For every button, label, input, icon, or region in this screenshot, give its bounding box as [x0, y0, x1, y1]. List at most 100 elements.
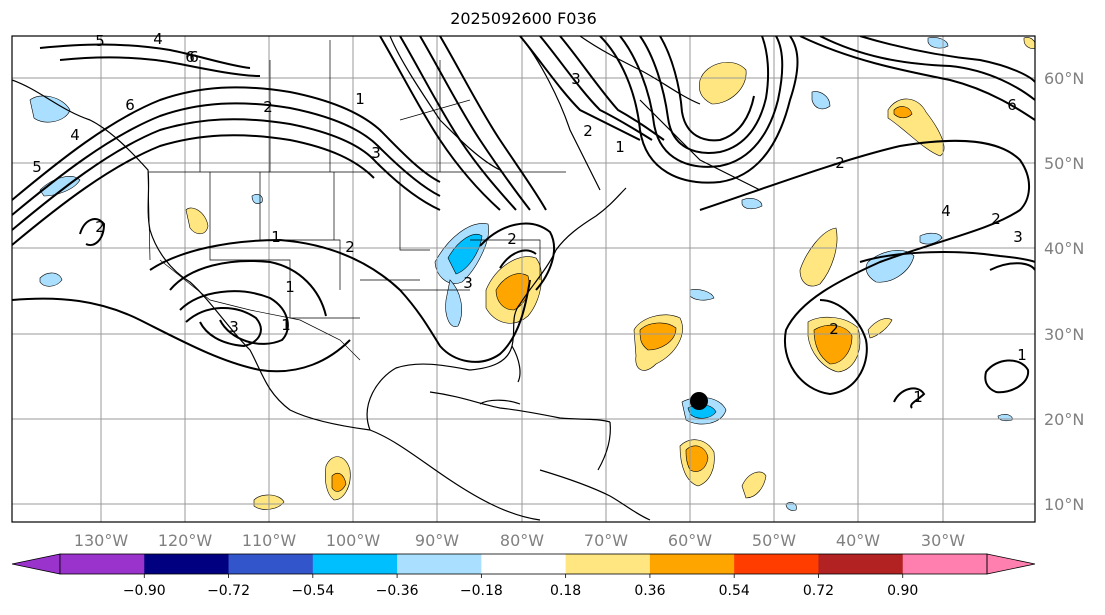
political-boundaries [147, 40, 566, 361]
contour-label: 1 [1017, 346, 1027, 364]
contour-label: 5 [95, 32, 105, 50]
blue-patch [689, 289, 715, 301]
blue-patch [39, 272, 63, 287]
colorbar-segment [565, 554, 651, 574]
colorbar-tick-label: 0.54 [719, 583, 750, 599]
longitude-label: 40°W [836, 531, 880, 550]
colorbar-segment [818, 554, 904, 574]
colorbar-segment [312, 554, 398, 574]
colorbar-segment [902, 554, 988, 574]
yellow-patch [741, 471, 767, 499]
contour-label: 1 [281, 316, 291, 334]
yellow-patch [799, 227, 838, 287]
longitude-label: 30°W [921, 531, 965, 550]
contour-label: 1 [615, 138, 625, 156]
contour-lines [12, 36, 1035, 409]
blue-patch [919, 232, 943, 245]
colorbar-tick-label: 0.36 [634, 583, 665, 599]
longitude-label: 80°W [500, 531, 544, 550]
contour-label: 4 [70, 126, 80, 144]
colorbar-tick-label: −0.54 [291, 583, 334, 599]
longitude-labels: 130°W 120°W 110°W 100°W 90°W 80°W 70°W 60°W 50°W… [74, 531, 965, 550]
blue-patch [447, 234, 483, 275]
contour-label: 2 [95, 218, 105, 236]
latitude-label: 40°N [1044, 239, 1084, 258]
longitude-label: 130°W [74, 531, 129, 550]
longitude-label: 90°W [415, 531, 459, 550]
colorbar-tick-label: 0.18 [550, 583, 581, 599]
yellow-patch [1023, 37, 1035, 49]
blue-patch [29, 95, 71, 123]
yellow-patch [867, 318, 893, 339]
contour-label: 2 [345, 238, 355, 256]
colorbar-extend-high [986, 553, 1036, 575]
colorbar: −0.90 −0.72 −0.54 −0.36 −0.18 0.18 0.36 0.54 0.7… [11, 553, 1036, 599]
contour-label: 1 [271, 228, 281, 246]
longitude-label: 120°W [158, 531, 213, 550]
contour-label: 2 [263, 98, 273, 116]
graticule [12, 36, 1035, 522]
colorbar-tick-label: 0.72 [803, 583, 834, 599]
colorbar-segment [481, 554, 567, 574]
contour-label: 3 [371, 144, 381, 162]
colorbar-tick-label: −0.72 [207, 583, 250, 599]
contour-label: 1 [913, 388, 923, 406]
latitude-label: 50°N [1044, 154, 1084, 173]
storm-center-marker [690, 392, 708, 410]
colorbar-tick-label: −0.18 [460, 583, 503, 599]
contour-label: 6 [125, 96, 135, 114]
longitude-label: 70°W [584, 531, 628, 550]
colorbar-segment [734, 554, 819, 574]
contour-label: 3 [1013, 228, 1023, 246]
latitude-label: 60°N [1044, 69, 1084, 88]
contour-label: 1 [285, 278, 295, 296]
colorbar-segment [60, 554, 145, 574]
yellow-patch [699, 62, 747, 105]
coastlines [12, 36, 761, 521]
latitude-label: 20°N [1044, 410, 1084, 429]
contour-label: 3 [463, 274, 473, 292]
colorbar-tick-label: −0.36 [376, 583, 419, 599]
colorbar-tick-label: −0.90 [123, 583, 166, 599]
contour-label: 2 [991, 210, 1001, 228]
colorbar-frame [59, 553, 988, 575]
orange-patch [685, 445, 709, 472]
yellow-patch [185, 207, 209, 235]
longitude-label: 110°W [242, 531, 297, 550]
orange-patch [893, 106, 913, 119]
contour-label: 2 [835, 154, 845, 172]
contour-label: 5 [32, 158, 42, 176]
longitude-label: 50°W [752, 531, 796, 550]
latitude-label: 10°N [1044, 495, 1084, 514]
contour-label: 2 [829, 320, 839, 338]
orange-patch [813, 324, 853, 365]
contour-label: 6 [189, 48, 199, 66]
contour-label: 1 [355, 90, 365, 108]
map-frame [11, 35, 1036, 523]
contour-label: 3 [229, 318, 239, 336]
orange-patch [331, 472, 347, 492]
contour-label: 4 [153, 30, 163, 48]
blue-patch [811, 91, 831, 110]
longitude-label: 60°W [668, 531, 712, 550]
colorbar-segment [228, 554, 314, 574]
colorbar-segment [397, 554, 482, 574]
colorbar-segment [649, 554, 735, 574]
contour-label: 6 [185, 48, 195, 66]
blue-patch [445, 279, 462, 327]
latitude-label: 30°N [1044, 325, 1084, 344]
map-title: 2025092600 F036 [450, 9, 597, 28]
orange-patch [639, 322, 677, 351]
colorbar-tick-label: 0.90 [887, 583, 918, 599]
colorbar-segment [144, 554, 230, 574]
contour-label: 2 [507, 230, 517, 248]
longitude-label: 100°W [326, 531, 381, 550]
latitude-labels: 60°N 50°N 40°N 30°N 20°N 10°N [1044, 69, 1084, 514]
contour-label: 4 [941, 202, 951, 220]
blue-patch [741, 198, 763, 210]
contour-label: 2 [583, 122, 593, 140]
colorbar-extend-low [11, 553, 61, 575]
contour-label: 6 [1007, 96, 1017, 114]
